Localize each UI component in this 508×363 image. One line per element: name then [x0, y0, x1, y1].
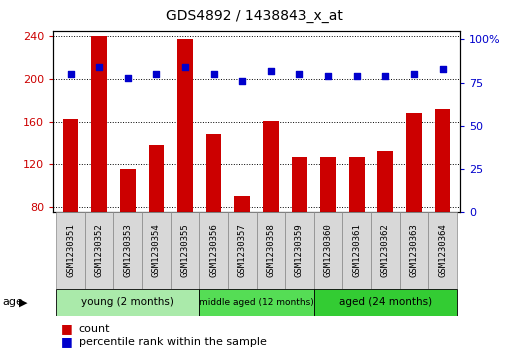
- Bar: [342, 212, 371, 289]
- Text: young (2 months): young (2 months): [81, 297, 174, 307]
- Text: GSM1230357: GSM1230357: [238, 224, 247, 277]
- Text: GSM1230354: GSM1230354: [152, 224, 161, 277]
- Text: GDS4892 / 1438843_x_at: GDS4892 / 1438843_x_at: [166, 9, 342, 23]
- Text: GSM1230359: GSM1230359: [295, 224, 304, 277]
- Text: ▶: ▶: [19, 297, 28, 307]
- Bar: [199, 212, 228, 289]
- Bar: [62, 119, 78, 293]
- Point: [238, 78, 246, 84]
- Point: [67, 71, 75, 77]
- Text: GSM1230351: GSM1230351: [66, 224, 75, 277]
- Bar: [228, 212, 257, 289]
- Bar: [428, 212, 457, 289]
- Point: [95, 64, 103, 70]
- Text: GSM1230363: GSM1230363: [409, 224, 419, 277]
- Text: GSM1230362: GSM1230362: [381, 224, 390, 277]
- Point: [267, 68, 275, 74]
- Bar: [349, 157, 365, 293]
- Bar: [314, 212, 342, 289]
- Bar: [142, 212, 171, 289]
- Bar: [400, 212, 428, 289]
- Bar: [85, 212, 113, 289]
- Bar: [56, 289, 199, 316]
- Text: ■: ■: [61, 335, 73, 348]
- Bar: [320, 157, 336, 293]
- Bar: [435, 109, 451, 293]
- Point: [382, 73, 390, 79]
- Bar: [292, 157, 307, 293]
- Point: [152, 71, 161, 77]
- Text: count: count: [79, 323, 110, 334]
- Bar: [377, 151, 393, 293]
- Bar: [171, 212, 199, 289]
- Bar: [285, 212, 314, 289]
- Bar: [91, 36, 107, 293]
- Bar: [148, 145, 164, 293]
- Text: GSM1230364: GSM1230364: [438, 224, 447, 277]
- Point: [410, 71, 418, 77]
- Text: GSM1230360: GSM1230360: [324, 224, 333, 277]
- Bar: [263, 121, 279, 293]
- Text: age: age: [3, 297, 23, 307]
- Text: percentile rank within the sample: percentile rank within the sample: [79, 337, 267, 347]
- Bar: [234, 196, 250, 293]
- Text: aged (24 months): aged (24 months): [339, 297, 432, 307]
- Point: [296, 71, 304, 77]
- Point: [324, 73, 332, 79]
- Point: [209, 71, 217, 77]
- Text: GSM1230352: GSM1230352: [94, 224, 104, 277]
- Text: GSM1230355: GSM1230355: [180, 224, 189, 277]
- Bar: [56, 212, 85, 289]
- Point: [353, 73, 361, 79]
- Bar: [113, 212, 142, 289]
- Text: middle aged (12 months): middle aged (12 months): [199, 298, 314, 307]
- Bar: [257, 212, 285, 289]
- Text: GSM1230356: GSM1230356: [209, 224, 218, 277]
- Text: GSM1230358: GSM1230358: [266, 224, 275, 277]
- Bar: [371, 212, 400, 289]
- Bar: [206, 134, 221, 293]
- Bar: [177, 40, 193, 293]
- Bar: [120, 168, 136, 293]
- Bar: [406, 113, 422, 293]
- Point: [181, 64, 189, 70]
- Point: [123, 75, 132, 81]
- Bar: [199, 289, 314, 316]
- Bar: [314, 289, 457, 316]
- Text: ■: ■: [61, 322, 73, 335]
- Text: GSM1230353: GSM1230353: [123, 224, 132, 277]
- Point: [438, 66, 447, 72]
- Text: GSM1230361: GSM1230361: [352, 224, 361, 277]
